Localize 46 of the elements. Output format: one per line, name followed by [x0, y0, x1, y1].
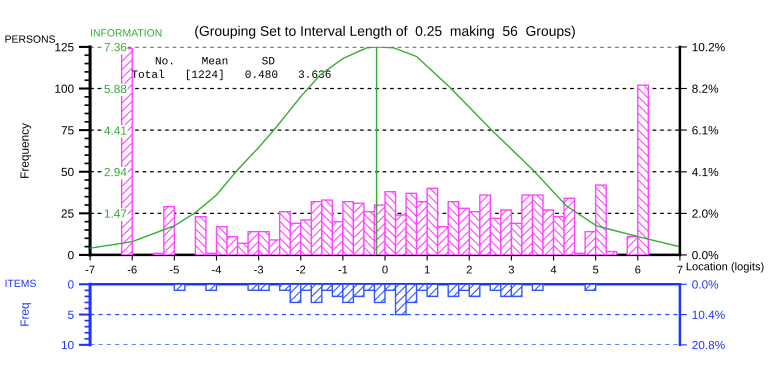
- y-tick-label: 25: [62, 209, 74, 218]
- x-tick-label: -2: [296, 266, 306, 274]
- x-tick-label: 0: [382, 266, 388, 274]
- y-tick-label: 75: [62, 126, 74, 135]
- y-tick-label: 125: [55, 42, 74, 52]
- y-tick-label: 0: [68, 280, 74, 289]
- y3-tick-label: 6.1%: [692, 126, 718, 134]
- y2-tick-label: 20.8%: [692, 340, 725, 350]
- x-tick-label: 5: [593, 266, 598, 274]
- y-tick-label: 5: [68, 310, 74, 319]
- x-tick-label: -4: [212, 266, 222, 274]
- x-tick-label: -6: [128, 266, 137, 274]
- y-axis-title: Freq: [20, 303, 32, 326]
- x-tick-label: 7: [677, 266, 682, 274]
- y-tick-label: 100: [55, 84, 74, 93]
- y2-tick-label: 1.47: [104, 210, 126, 218]
- y2-axis-title: INFORMATION: [91, 29, 162, 37]
- text: ITEMS: [6, 280, 36, 288]
- x-tick-label: -5: [170, 266, 179, 274]
- y2-tick-label: 2.94: [104, 168, 127, 176]
- y2-tick-label: 10.4%: [692, 310, 725, 319]
- x-tick-label: -1: [338, 266, 348, 274]
- x-tick-label: -7: [86, 266, 94, 274]
- x-tick-label: 6: [635, 266, 640, 274]
- y2-tick-label: 5.88: [104, 84, 126, 94]
- y-tick-label: 50: [61, 168, 74, 176]
- x-tick-label: 2: [466, 266, 472, 274]
- x-tick-label: -3: [254, 266, 264, 274]
- y3-tick-label: 4.1%: [692, 168, 718, 176]
- x-tick-label: 3: [508, 266, 514, 274]
- chart-title: (Grouping Set to Interval Length of 0.25 making 56 Groups): [195, 26, 575, 39]
- y-tick-label: 0: [68, 250, 74, 260]
- y3-tick-label: 2.0%: [692, 209, 718, 218]
- x-tick-label: 1: [424, 266, 430, 274]
- annotation: No. Mean SD: [156, 56, 274, 64]
- y3-tick-label: 10.2%: [692, 42, 725, 52]
- x-axis-title: Location (logits): [686, 262, 764, 273]
- text: PERSONS: [5, 35, 56, 43]
- y3-tick-label: 0.0%: [692, 250, 718, 260]
- y2-tick-label: 0.0%: [692, 280, 718, 289]
- y2-tick-label: 7.36: [104, 42, 126, 52]
- y2-tick-label: 4.41: [104, 126, 126, 135]
- y-tick-label: 10: [62, 340, 74, 350]
- x-tick-label: 4: [550, 266, 556, 274]
- y3-tick-label: 8.2%: [692, 84, 718, 93]
- y-axis-title: Frequency: [20, 123, 32, 178]
